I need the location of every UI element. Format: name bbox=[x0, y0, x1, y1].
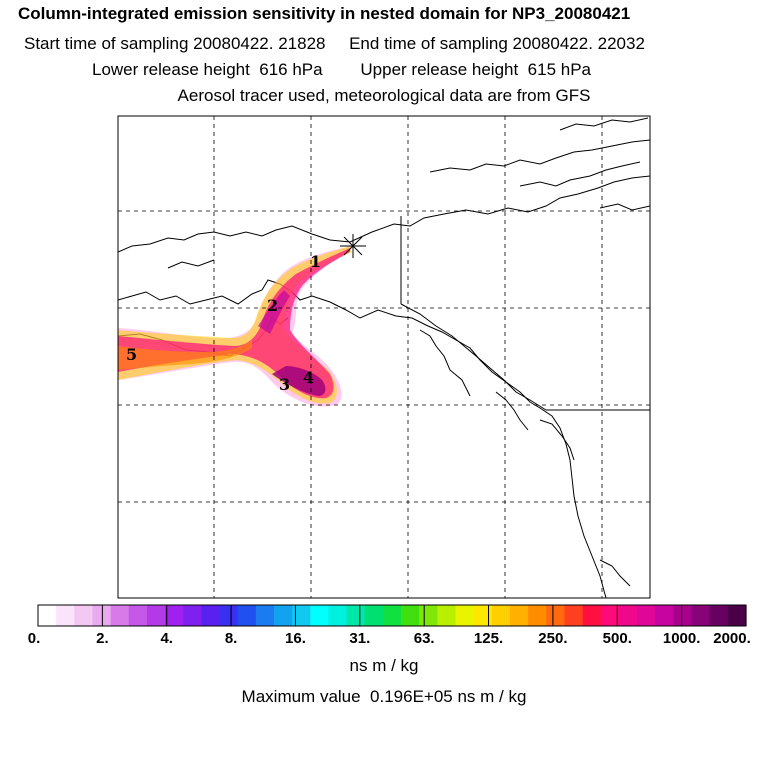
colorbar-tick-label: 4. bbox=[160, 630, 173, 647]
colorbar-tick-label: 31. bbox=[349, 630, 371, 647]
colorbar-tick-label: 500. bbox=[602, 630, 632, 647]
map-frame bbox=[117, 115, 651, 599]
plume-label-4: 4 bbox=[303, 368, 314, 387]
colorbar-tick-label: 16. bbox=[285, 630, 306, 647]
plume-label-2: 2 bbox=[267, 296, 278, 315]
lat-lon-gridlines bbox=[118, 116, 650, 598]
tracer-info-line: Aerosol tracer used, meteorological data… bbox=[177, 86, 591, 105]
colorbar-tick-label: 63. bbox=[413, 630, 435, 647]
colorbar-tick-label: 250. bbox=[538, 630, 568, 647]
coastlines bbox=[118, 117, 650, 598]
plume-label-3: 3 bbox=[279, 375, 290, 394]
political-boundaries bbox=[400, 216, 650, 411]
sampling-time-line: Start time of sampling 20080422. 21828 E… bbox=[24, 34, 645, 53]
maximum-value-text: Maximum value 0.196E+05 ns m / kg bbox=[241, 687, 527, 706]
release-height-line: Lower release height 616 hPa Upper relea… bbox=[92, 60, 591, 79]
emission-sensitivity-plume bbox=[118, 246, 354, 407]
colorbar-tick-label: 0. bbox=[27, 630, 41, 647]
colorbar-tick-label: 1000. bbox=[662, 630, 701, 647]
colorbar-units: ns m / kg bbox=[349, 656, 419, 675]
colorbar-tick-label: 2000. bbox=[713, 630, 751, 647]
plume-label-1: 1 bbox=[310, 252, 321, 271]
receptor-star-icon bbox=[340, 234, 366, 258]
colorbar-tick-label: 125. bbox=[473, 630, 504, 647]
colorbar-tick-label: 8. bbox=[224, 630, 238, 647]
plume-label-5: 5 bbox=[126, 345, 137, 364]
colorbar-tick-label: 2. bbox=[96, 630, 109, 647]
plot-title: Column-integrated emission sensitivity i… bbox=[18, 4, 631, 23]
